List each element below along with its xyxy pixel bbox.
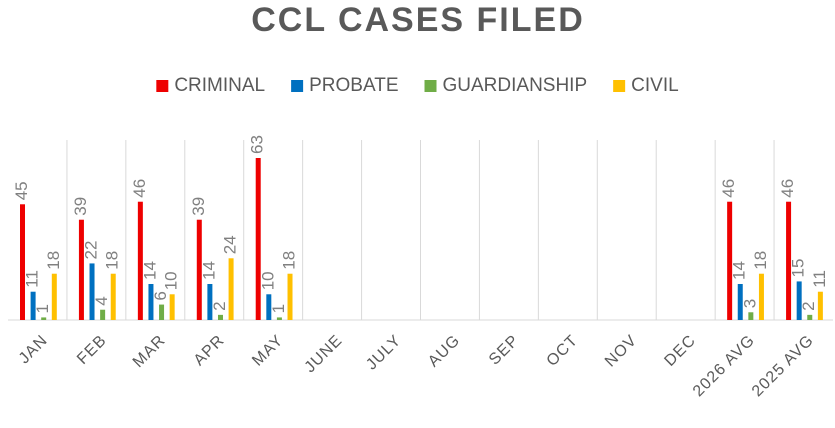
data-label: 18 (751, 251, 770, 270)
bar (196, 219, 202, 320)
bar (169, 294, 175, 320)
bar (30, 291, 36, 320)
x-tick-label: NOV (602, 332, 641, 371)
data-label: 6 (151, 291, 170, 300)
bar (255, 158, 261, 320)
bar (807, 314, 813, 320)
x-tick-label: DEC (661, 332, 699, 370)
data-label: 46 (778, 179, 797, 198)
data-label: 18 (44, 251, 63, 270)
data-label: 10 (258, 271, 277, 290)
x-tick-label: JULY (363, 332, 405, 374)
data-label: 14 (730, 261, 749, 280)
bar (41, 317, 47, 320)
data-label: 14 (199, 261, 218, 280)
data-label: 14 (140, 261, 159, 280)
data-label: 1 (33, 304, 52, 313)
bar (727, 201, 733, 320)
bar (110, 273, 116, 320)
legend-label: PROBATE (309, 75, 398, 96)
bar (51, 273, 57, 320)
data-label: 10 (162, 271, 181, 290)
bar (89, 263, 95, 320)
bar (287, 273, 293, 320)
data-label: 46 (719, 179, 738, 198)
legend-swatch (613, 80, 626, 92)
x-tick-label: AUG (425, 332, 464, 371)
data-label: 63 (248, 135, 267, 154)
bar (786, 201, 792, 320)
legend-label: CIVIL (631, 75, 679, 96)
data-label: 24 (221, 235, 240, 254)
bar (796, 281, 802, 320)
data-label: 18 (103, 251, 122, 270)
data-label: 15 (789, 259, 808, 278)
bar (137, 201, 143, 320)
x-tick-label: FEB (74, 332, 110, 368)
x-tick-label: APR (191, 332, 228, 369)
bar (817, 291, 823, 320)
bar (758, 273, 764, 320)
data-label: 18 (279, 251, 298, 270)
bar (266, 294, 272, 320)
legend-label: GUARDIANSHIP (443, 75, 588, 96)
legend-swatch (291, 80, 304, 92)
bar (748, 312, 754, 320)
legend-swatch (424, 80, 437, 92)
chart-title: CCL CASES FILED (251, 1, 585, 39)
x-tick-label: OCT (544, 332, 582, 370)
bar (207, 284, 213, 320)
data-label: 46 (130, 179, 149, 198)
bar (148, 284, 154, 320)
bar (276, 317, 282, 320)
bar (228, 258, 234, 320)
data-label: 39 (189, 197, 208, 216)
legend-swatch (156, 80, 169, 92)
data-label: 39 (71, 197, 90, 216)
x-tick-label: 2025 AVG (749, 332, 817, 400)
data-label: 11 (810, 270, 829, 288)
x-tick-label: MAR (130, 332, 169, 371)
data-label: 11 (23, 270, 42, 288)
x-tick-label: SEP (486, 332, 523, 369)
bar (20, 204, 25, 320)
data-label: 2 (799, 301, 818, 310)
legend-label: CRIMINAL (174, 75, 265, 96)
bar (737, 284, 743, 320)
x-tick-label: JUNE (302, 332, 346, 376)
bar (217, 314, 223, 320)
x-tick-label: MAY (249, 332, 287, 370)
x-tick-label: 2026 AVG (690, 332, 758, 400)
data-label: 4 (92, 296, 111, 305)
bar (78, 219, 84, 320)
x-tick-label: JAN (16, 332, 52, 368)
data-label: 45 (12, 181, 31, 200)
data-label: 2 (210, 301, 229, 310)
data-label: 1 (269, 304, 288, 313)
data-label: 22 (82, 241, 101, 260)
bar (159, 304, 165, 320)
bar (100, 309, 106, 320)
data-label: 3 (740, 299, 759, 308)
